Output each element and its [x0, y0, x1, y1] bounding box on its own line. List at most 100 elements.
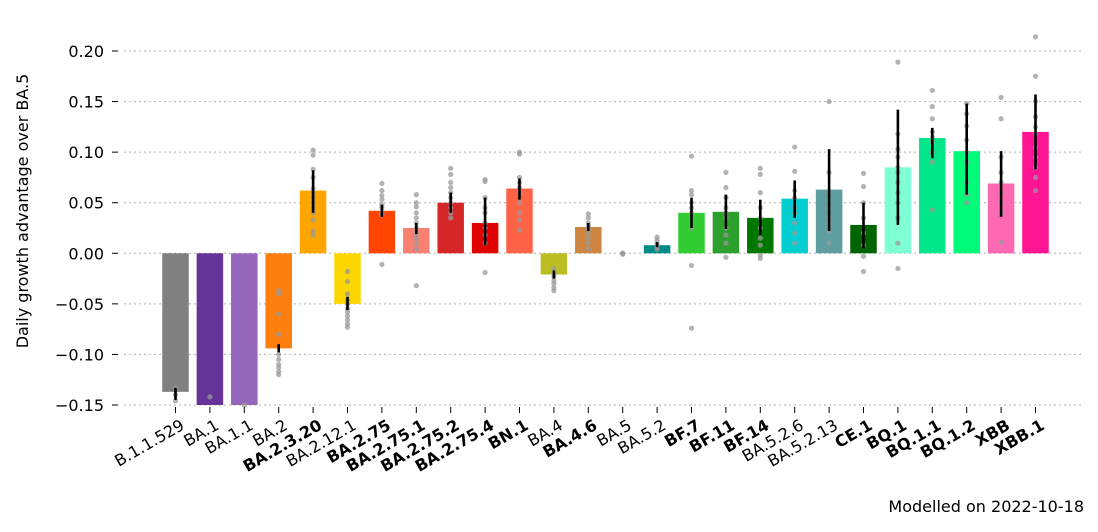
sample-point — [379, 187, 385, 194]
sample-point — [379, 193, 385, 199]
sample-point — [929, 104, 935, 110]
y-tick-label: 0.15 — [68, 93, 104, 112]
sample-point — [826, 240, 832, 246]
sample-point — [998, 94, 1004, 101]
sample-point — [688, 153, 695, 159]
sample-point — [516, 217, 523, 223]
bars — [162, 131, 1049, 405]
sample-point — [688, 325, 695, 331]
sample-point — [516, 227, 523, 233]
sample-point — [792, 220, 798, 226]
sample-point — [1032, 187, 1039, 194]
sample-point — [757, 242, 763, 248]
sample-point — [207, 394, 213, 400]
sample-point — [310, 228, 316, 234]
sample-point — [276, 351, 282, 358]
sample-point — [482, 178, 488, 185]
sample-point — [585, 211, 591, 217]
sample-point — [276, 331, 282, 337]
sample-point — [448, 179, 454, 186]
sample-point — [344, 324, 351, 330]
y-tick-label: 0.05 — [68, 194, 104, 213]
error-bars — [174, 94, 1037, 400]
sample-point — [310, 217, 316, 223]
sample-point — [482, 195, 488, 201]
sample-point — [792, 168, 798, 174]
sample-point — [757, 235, 763, 241]
sample-point — [860, 170, 867, 176]
sample-point — [757, 171, 763, 177]
sample-point — [860, 183, 867, 190]
y-axis-label: Daily growth advantage over BA.5 — [13, 74, 32, 349]
sample-point — [688, 192, 695, 198]
sample-point — [895, 265, 901, 272]
sample-point — [826, 98, 832, 105]
sample-point — [379, 261, 385, 268]
sample-point — [551, 265, 557, 272]
sample-point — [585, 230, 591, 236]
sample-point — [344, 279, 351, 285]
x-tick-label: B.1.1.529 — [111, 415, 187, 470]
sample-point — [895, 59, 901, 65]
sample-point — [688, 262, 695, 269]
sample-point — [1032, 34, 1039, 40]
sample-point — [413, 235, 419, 241]
sample-point — [723, 254, 729, 260]
sample-point — [929, 87, 935, 94]
sample-point — [448, 165, 454, 171]
sample-point — [585, 215, 591, 221]
sample-point — [276, 311, 282, 317]
sample-point — [413, 240, 419, 246]
sample-point — [929, 116, 935, 122]
sample-point — [344, 309, 351, 315]
sample-point — [482, 269, 488, 276]
sample-point — [241, 402, 247, 408]
sample-point — [379, 197, 385, 203]
sample-point — [379, 180, 385, 187]
sample-point — [757, 255, 763, 261]
sample-point — [929, 159, 935, 165]
sample-point — [895, 240, 901, 246]
x-axis-ticks: B.1.1.529BA.1BA.1.1BA.2BA.2.3.20BA.2.12.… — [111, 407, 1048, 476]
y-tick-label: −0.10 — [55, 345, 104, 364]
y-tick-label: −0.15 — [55, 396, 104, 415]
sample-point — [998, 239, 1004, 245]
bar-b-1-1-529 — [162, 253, 189, 392]
sample-point — [344, 317, 351, 323]
sample-point — [860, 253, 867, 259]
sample-point — [998, 116, 1004, 122]
sample-point — [792, 230, 798, 236]
sample-point — [276, 356, 282, 363]
sample-point — [964, 200, 970, 206]
sample-point — [310, 166, 316, 172]
sample-point — [413, 246, 419, 252]
sample-point — [310, 232, 316, 238]
y-tick-label: 0.00 — [68, 244, 104, 263]
sample-point — [413, 200, 419, 206]
sample-point — [654, 246, 660, 252]
modelled-date-note: Modelled on 2022-10-18 — [888, 497, 1084, 516]
sample-point — [585, 235, 591, 241]
y-axis-ticks: −0.15 −0.10 −0.05 0.00 0.05 0.10 0.15 0.20 — [55, 42, 118, 415]
sample-point — [723, 169, 729, 175]
bar-ba-1 — [196, 253, 224, 405]
sample-point — [792, 144, 798, 150]
y-tick-label: 0.20 — [68, 42, 104, 61]
sample-point — [1032, 73, 1039, 79]
sample-point — [688, 187, 695, 194]
sample-point — [413, 204, 419, 210]
sample-point — [344, 291, 351, 297]
y-tick-label: 0.10 — [68, 143, 104, 162]
sample-point — [585, 240, 591, 246]
sample-point — [310, 152, 316, 158]
sample-point — [551, 288, 557, 294]
sample-point — [792, 240, 798, 246]
sample-point — [276, 291, 282, 297]
sample-point — [929, 207, 935, 213]
sample-point — [723, 240, 729, 246]
sample-point — [620, 251, 626, 257]
sample-point — [413, 283, 419, 289]
sample-point — [310, 147, 316, 153]
sample-point — [551, 281, 557, 287]
